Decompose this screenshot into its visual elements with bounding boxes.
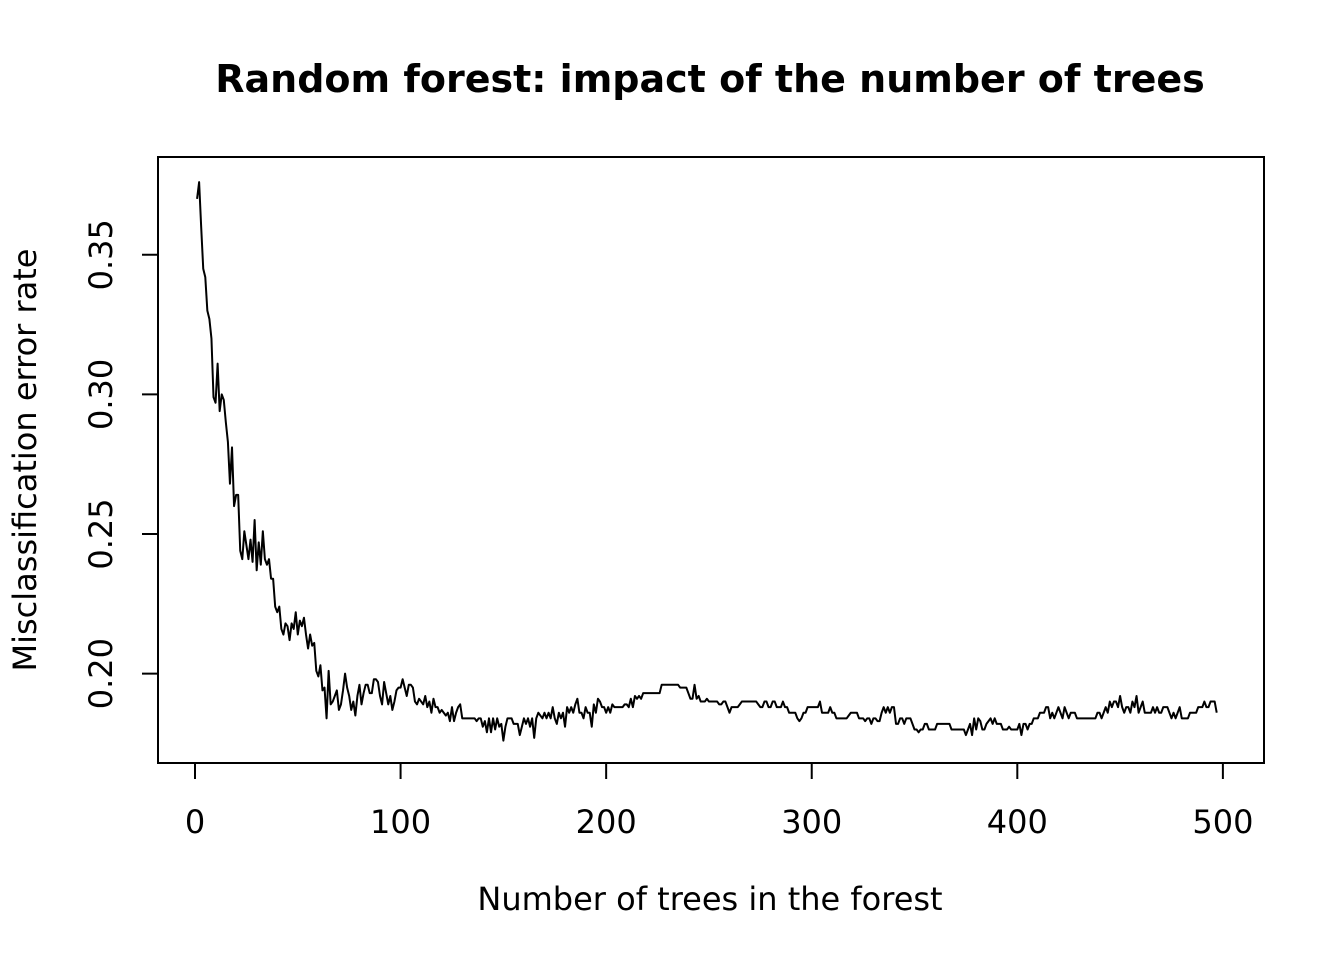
x-axis: 0 100 200 300 400 500 — [185, 762, 1253, 841]
x-tick-label: 400 — [987, 803, 1048, 841]
y-axis-label: Misclassification error rate — [6, 249, 44, 672]
y-tick-label: 0.25 — [82, 498, 120, 569]
plot-frame — [157, 156, 1265, 764]
x-tick-label: 0 — [185, 803, 205, 841]
x-tick-label: 500 — [1192, 803, 1253, 841]
x-tick-label: 100 — [370, 803, 431, 841]
x-axis-label: Number of trees in the forest — [477, 880, 942, 918]
y-tick-label: 0.30 — [82, 359, 120, 430]
chart-title: Random forest: impact of the number of t… — [215, 57, 1205, 101]
y-tick-label: 0.35 — [82, 219, 120, 290]
y-tick-label: 0.20 — [82, 638, 120, 709]
y-axis: 0.20 0.25 0.30 0.35 — [82, 219, 159, 709]
x-tick-label: 300 — [781, 803, 842, 841]
x-tick-label: 200 — [576, 803, 637, 841]
error-rate-line — [196, 181, 1218, 742]
